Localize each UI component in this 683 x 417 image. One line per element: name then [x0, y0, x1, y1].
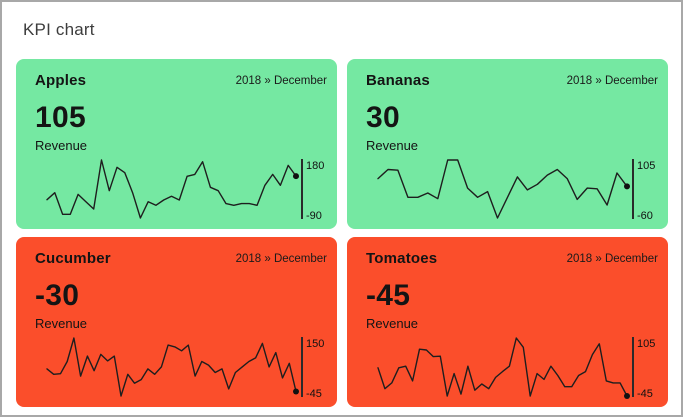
card-title: Apples [35, 72, 87, 89]
card-period: 2018 » December [235, 75, 327, 87]
kpi-metric-label: Revenue [35, 138, 88, 153]
sparkline-last-point [293, 173, 299, 180]
kpi-card-apples: Apples 2018 » December 105 Revenue 180 -… [16, 59, 337, 229]
card-period: 2018 » December [235, 253, 327, 265]
sparkline-path [377, 337, 628, 397]
kpi-grid: Apples 2018 » December 105 Revenue 180 -… [16, 59, 668, 407]
card-period: 2018 » December [566, 75, 658, 87]
sparkline-path [377, 159, 628, 219]
kpi-card-bananas: Bananas 2018 » December 30 Revenue 105 -… [347, 59, 668, 229]
axis-min-label: -45 [637, 388, 653, 399]
sparkline-chart: 150 -45 [46, 337, 324, 400]
kpi-card-cucumber: Cucumber 2018 » December -30 Revenue 150… [16, 237, 337, 407]
card-header: Bananas 2018 » December [366, 72, 658, 89]
kpi-value: -30 [35, 279, 80, 312]
kpi-value: 30 [366, 101, 400, 134]
sparkline-last-point [624, 183, 630, 190]
sparkline-row: 105 -45 [376, 336, 658, 404]
kpi-value: -45 [366, 279, 411, 312]
sparkline-path [46, 159, 297, 219]
sparkline-path [46, 337, 297, 397]
kpi-card-tomatoes: Tomatoes 2018 » December -45 Revenue 105… [347, 237, 668, 407]
axis-max-label: 105 [637, 160, 655, 172]
axis-max-label: 105 [637, 338, 655, 350]
card-title: Cucumber [35, 250, 111, 267]
sparkline-last-point [293, 388, 299, 395]
sparkline-chart: 180 -90 [46, 159, 324, 222]
kpi-metric-label: Revenue [35, 316, 88, 331]
card-header: Cucumber 2018 » December [35, 250, 327, 267]
kpi-value: 105 [35, 101, 86, 134]
page-title: KPI chart [23, 20, 95, 39]
axis-max-label: 180 [306, 160, 324, 172]
card-header: Tomatoes 2018 » December [366, 250, 658, 267]
sparkline-last-point [624, 393, 630, 399]
axis-min-label: -90 [306, 210, 322, 221]
sparkline-chart: 105 -60 [377, 159, 655, 222]
dashboard-header: KPI chart [2, 2, 681, 40]
axis-min-label: -60 [637, 210, 653, 221]
kpi-metric-label: Revenue [366, 138, 419, 153]
card-header: Apples 2018 » December [35, 72, 327, 89]
sparkline-chart: 105 -45 [377, 337, 655, 400]
card-title: Tomatoes [366, 250, 438, 267]
card-period: 2018 » December [566, 253, 658, 265]
card-title: Bananas [366, 72, 430, 89]
sparkline-row: 180 -90 [45, 158, 327, 226]
kpi-metric-label: Revenue [366, 316, 419, 331]
axis-max-label: 150 [306, 338, 324, 350]
sparkline-row: 150 -45 [45, 336, 327, 404]
axis-min-label: -45 [306, 388, 322, 399]
sparkline-row: 105 -60 [376, 158, 658, 226]
